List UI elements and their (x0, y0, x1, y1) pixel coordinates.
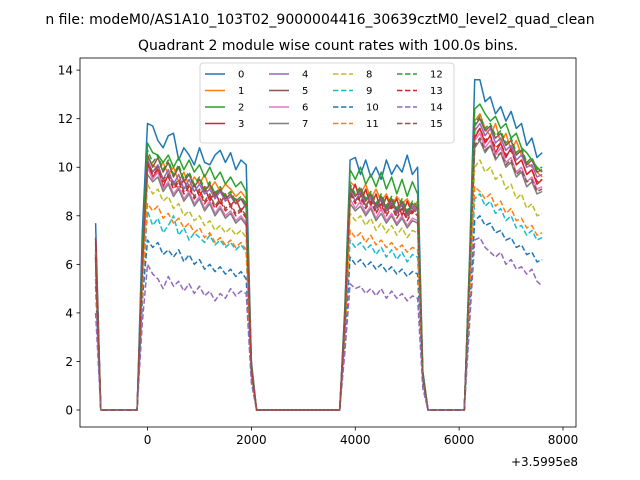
legend-label-1: 1 (238, 86, 244, 97)
x-offset-label: +3.5995e8 (511, 455, 578, 469)
x-tick-label: 0 (144, 433, 152, 447)
x-tick-label: 8000 (548, 433, 579, 447)
legend-label-5: 5 (302, 86, 308, 97)
y-tick-label: 14 (58, 64, 73, 78)
legend-label-11: 11 (366, 119, 379, 130)
legend-label-10: 10 (366, 103, 379, 114)
legend-label-8: 8 (366, 70, 372, 81)
legend-label-13: 13 (430, 86, 443, 97)
legend-label-15: 15 (430, 119, 443, 130)
axes-frame (79, 57, 577, 428)
x-tick-label: 2000 (236, 433, 267, 447)
x-tick-label: 6000 (444, 433, 475, 447)
y-tick-label: 0 (65, 404, 73, 418)
legend-box (199, 62, 455, 144)
y-tick-label: 12 (58, 112, 73, 126)
series-line-6 (94, 132, 543, 411)
series-line-1 (94, 113, 543, 411)
legend-label-3: 3 (238, 119, 244, 130)
legend-label-12: 12 (430, 70, 443, 81)
chart-title: Quadrant 2 module wise count rates with … (138, 38, 518, 54)
legend-label-2: 2 (238, 103, 244, 114)
series-line-11 (94, 185, 543, 411)
series-line-10 (94, 215, 543, 411)
x-tick-label: 4000 (340, 433, 371, 447)
series-line-12 (94, 115, 543, 411)
legend-label-4: 4 (302, 70, 308, 81)
figure-suptitle: n file: modeM0/AS1A10_103T02_9000004416_… (45, 12, 594, 28)
y-tick-label: 10 (58, 161, 73, 175)
y-tick-label: 8 (65, 209, 73, 223)
series-line-9 (94, 193, 543, 411)
legend-label-9: 9 (366, 86, 372, 97)
legend-label-0: 0 (238, 70, 244, 81)
y-tick-label: 2 (65, 355, 73, 369)
y-tick-label: 6 (65, 258, 73, 272)
legend-label-14: 14 (430, 103, 443, 114)
legend-label-6: 6 (302, 103, 308, 114)
series-line-15 (94, 137, 543, 411)
series-line-14 (94, 236, 543, 411)
legend-label-7: 7 (302, 119, 308, 130)
y-tick-label: 4 (65, 306, 73, 320)
